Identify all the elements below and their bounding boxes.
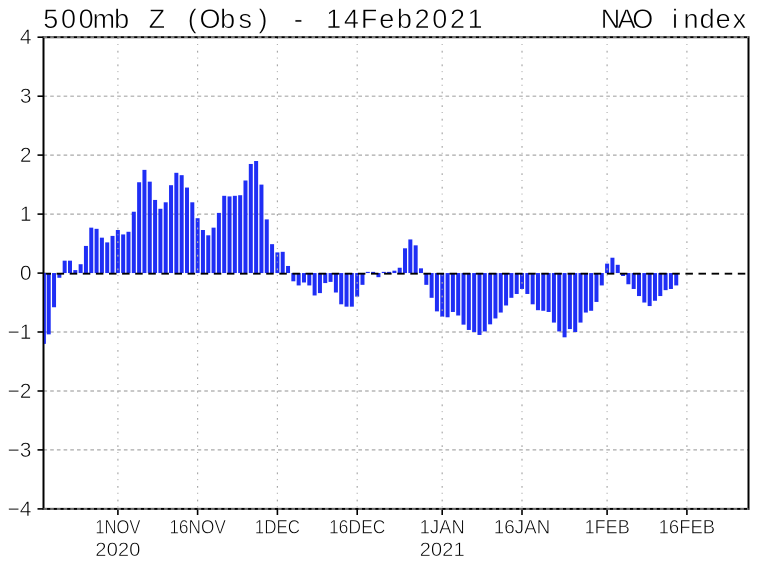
svg-text:16FEB: 16FEB — [659, 518, 716, 539]
svg-text:1DEC: 1DEC — [255, 518, 300, 539]
svg-text:1JAN: 1JAN — [420, 518, 465, 539]
svg-text:16NOV: 16NOV — [169, 518, 226, 539]
svg-text:2021: 2021 — [420, 540, 465, 561]
svg-text:NAO index: NAO index — [601, 4, 747, 34]
svg-text:−1: −1 — [8, 321, 32, 344]
svg-text:500mb Z (Obs) - 14Feb2021: 500mb Z (Obs) - 14Feb2021 — [43, 4, 482, 34]
svg-text:2020: 2020 — [95, 540, 140, 561]
svg-text:16DEC: 16DEC — [329, 518, 386, 539]
svg-text:1FEB: 1FEB — [585, 518, 630, 539]
svg-text:3: 3 — [20, 85, 32, 108]
svg-text:−4: −4 — [8, 498, 32, 521]
svg-text:1NOV: 1NOV — [95, 518, 140, 539]
svg-text:4: 4 — [20, 26, 32, 49]
svg-text:−3: −3 — [8, 439, 32, 462]
svg-text:16JAN: 16JAN — [494, 518, 551, 539]
svg-text:−2: −2 — [8, 380, 32, 403]
svg-text:0: 0 — [20, 262, 32, 285]
svg-text:2: 2 — [20, 144, 32, 167]
svg-text:1: 1 — [20, 203, 32, 226]
